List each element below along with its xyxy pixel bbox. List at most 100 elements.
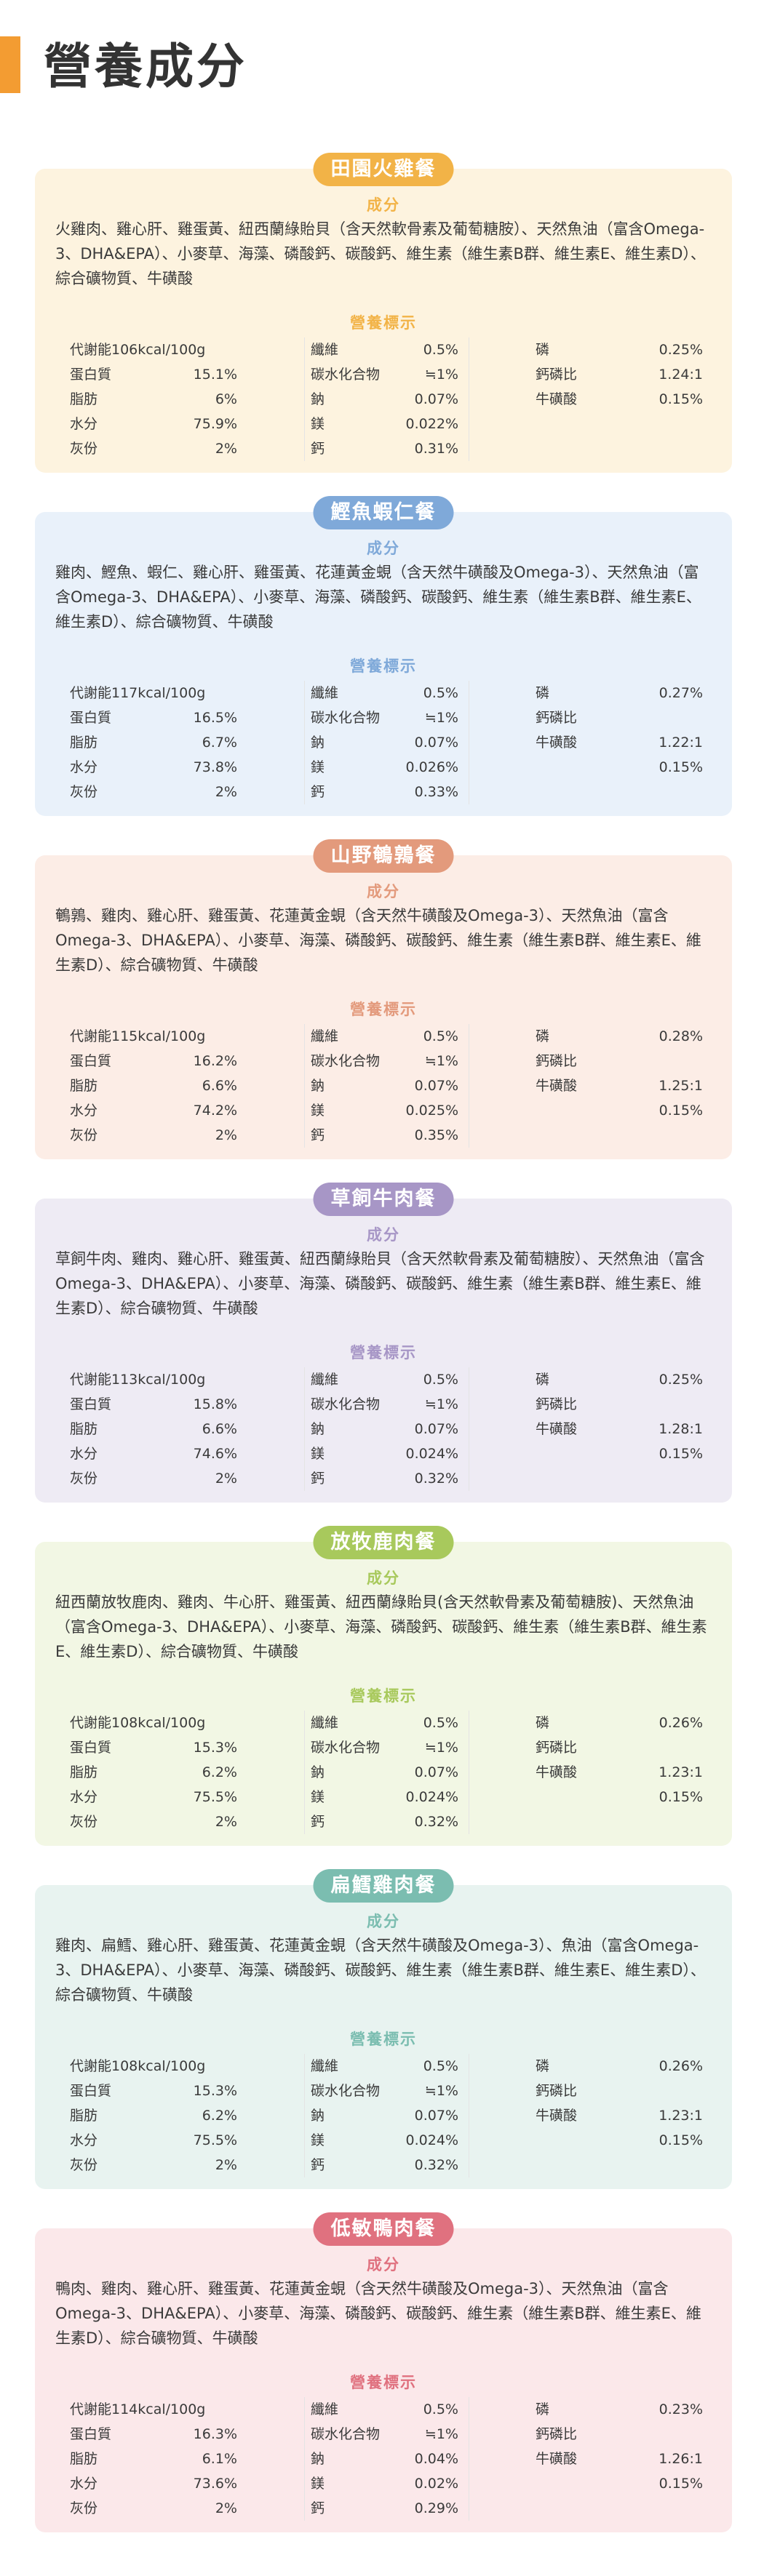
nutrition-row: 碳水化合物 ≒1% [305, 362, 469, 387]
ingredients-text: 雞肉、扁鱈、雞心肝、雞蛋黃、花蓮黃金蜆（含天然牛磺酸及Omega-3）、魚油（富… [55, 1937, 706, 2004]
nutrition-row: 鈣磷比 1.24:1 [536, 362, 703, 387]
nutrient-value: 0.07% [414, 391, 458, 407]
nutrient-value: 0.07% [414, 735, 458, 751]
nutrition-row: 牛磺酸 0.15% [536, 387, 703, 412]
nutrient-value: 0.31% [414, 441, 458, 457]
nutrient-label: 蛋白質 [70, 367, 112, 383]
nutrient-label: 碳水化合物 [311, 1053, 381, 1069]
nutrient-value: 0.15% [658, 1103, 703, 1119]
recipe-card: 鰹魚蝦仁餐 成分 雞肉、鰹魚、蝦仁、雞心肝、雞蛋黃、花蓮黃金蜆（含天然牛磺酸及Ome… [35, 496, 732, 816]
nutrition-row: 纖維 0.5% [305, 1711, 469, 1735]
nutrition-row: 牛磺酸 1.23:1 [536, 2103, 703, 2128]
nutrition-column: 代謝能108kcal/100g 蛋白質 15.3% 脂肪 6.2% 水分 75.5% 灰份 2% [70, 2054, 237, 2177]
nutrition-row: 灰份 2% [70, 2496, 237, 2521]
nutrition-row: 代謝能113kcal/100g [70, 1367, 237, 1392]
nutrient-label: 鈣 [311, 1127, 325, 1143]
nutrient-label: 鎂 [311, 1446, 325, 1462]
nutrient-label: 灰份 [70, 441, 98, 457]
nutrient-value: 16.5% [193, 710, 237, 726]
nutrient-label: 鈉 [311, 2108, 325, 2124]
nutrition-row: 脂肪 6.1% [70, 2447, 237, 2471]
nutrient-label: 牛磺酸 [536, 735, 578, 751]
nutrition-row: 蛋白質 16.5% [70, 705, 237, 730]
nutrient-label: 灰份 [70, 1814, 98, 1830]
nutrition-table: 代謝能108kcal/100g 蛋白質 15.3% 脂肪 6.2% 水分 75.5% 灰份 2%… [70, 1711, 703, 1834]
nutrient-label: 鎂 [311, 2476, 325, 2492]
nutrition-row [536, 2153, 703, 2177]
nutrition-row: 代謝能108kcal/100g [70, 1711, 237, 1735]
nutrient-value: 0.022% [405, 416, 458, 432]
nutrition-row [536, 436, 703, 461]
nutrition-row: 鎂 0.025% [305, 1098, 469, 1123]
nutrition-row: 0.15% [536, 1441, 703, 1466]
nutrition-column: 磷 0.27% 鈣磷比 牛磺酸 1.22:1 0.15% [536, 681, 703, 804]
nutrition-column: 纖維 0.5% 碳水化合物 ≒1% 鈉 0.07% 鎂 0.022% 鈣 0.31% [304, 337, 469, 461]
nutrient-value: ≒1% [424, 367, 458, 383]
nutrient-label: 纖維 [311, 685, 339, 701]
nutrition-row: 0.15% [536, 1098, 703, 1123]
nutrition-row: 蛋白質 15.3% [70, 1735, 237, 1760]
nutrient-label: 水分 [70, 1789, 98, 1805]
nutrition-row: 纖維 0.5% [305, 2054, 469, 2079]
ingredients-heading: 成分 [367, 540, 400, 557]
nutrition-row: 鈣 0.31% [305, 436, 469, 461]
nutrition-column: 代謝能106kcal/100g 蛋白質 15.1% 脂肪 6% 水分 75.9% 灰份 2% [70, 337, 237, 461]
nutrition-row: 鈣 0.32% [305, 1466, 469, 1491]
nutrient-label: 代謝能108kcal/100g [70, 1715, 206, 1731]
nutrition-row: 鈣磷比 [536, 1735, 703, 1760]
nutrition-row: 纖維 0.5% [305, 2397, 469, 2422]
nutrient-label: 蛋白質 [70, 1053, 112, 1069]
nutrition-row: 牛磺酸 1.22:1 [536, 730, 703, 755]
nutrient-value: 0.07% [414, 2108, 458, 2124]
nutrient-value: 0.02% [414, 2476, 458, 2492]
nutrient-value: 1.28:1 [658, 1421, 703, 1437]
nutrient-value: 6.1% [202, 2451, 237, 2467]
nutrient-label: 鈉 [311, 735, 325, 751]
nutrient-value: 2% [215, 784, 237, 800]
nutrition-table: 代謝能117kcal/100g 蛋白質 16.5% 脂肪 6.7% 水分 73.8% 灰份 2%… [70, 681, 703, 804]
nutrition-row: 碳水化合物 ≒1% [305, 2079, 469, 2103]
nutrition-row: 鈉 0.07% [305, 387, 469, 412]
nutrition-row: 磷 0.28% [536, 1024, 703, 1049]
nutrient-value: ≒1% [424, 1053, 458, 1069]
nutrient-label: 鈉 [311, 1421, 325, 1437]
nutrient-label: 碳水化合物 [311, 2426, 381, 2442]
nutrition-row: 鈣 0.33% [305, 780, 469, 804]
nutrient-value: 75.9% [193, 416, 237, 432]
nutrient-label: 碳水化合物 [311, 710, 381, 726]
nutrient-label: 脂肪 [70, 1764, 98, 1780]
nutrient-value: 0.26% [658, 2058, 703, 2074]
nutrition-row: 磷 0.26% [536, 1711, 703, 1735]
nutrition-row: 0.15% [536, 2128, 703, 2153]
nutrition-heading: 營養標示 [350, 2374, 417, 2391]
nutrient-label: 灰份 [70, 1471, 98, 1487]
nutrient-label: 牛磺酸 [536, 2451, 578, 2467]
nutrient-label: 磷 [536, 1372, 550, 1388]
nutrition-row: 脂肪 6.2% [70, 1760, 237, 1785]
nutrient-label: 代謝能117kcal/100g [70, 685, 206, 701]
nutrition-row: 代謝能117kcal/100g [70, 681, 237, 705]
nutrition-heading: 營養標示 [350, 1687, 417, 1705]
nutrient-label: 鈣 [311, 441, 325, 457]
nutrient-label: 鈣磷比 [536, 1396, 578, 1412]
nutrient-value: 2% [215, 2157, 237, 2173]
nutrient-label: 水分 [70, 1103, 98, 1119]
nutrition-table: 代謝能115kcal/100g 蛋白質 16.2% 脂肪 6.6% 水分 74.2% 灰份 2%… [70, 1024, 703, 1148]
nutrient-value: 0.5% [423, 1372, 458, 1388]
nutrition-heading: 營養標示 [350, 657, 417, 675]
nutrient-label: 蛋白質 [70, 1740, 112, 1756]
nutrient-label: 鈣磷比 [536, 2426, 578, 2442]
nutrient-label: 鈉 [311, 1078, 325, 1094]
nutrient-value: ≒1% [424, 1396, 458, 1412]
nutrition-row: 鈣磷比 [536, 705, 703, 730]
nutrition-column: 代謝能114kcal/100g 蛋白質 16.3% 脂肪 6.1% 水分 73.6% 灰份 2% [70, 2397, 237, 2521]
nutrition-row: 纖維 0.5% [305, 337, 469, 362]
nutrient-value: 0.15% [658, 1789, 703, 1805]
nutrition-row: 蛋白質 15.1% [70, 362, 237, 387]
nutrition-row: 磷 0.26% [536, 2054, 703, 2079]
nutrient-value: 2% [215, 2500, 237, 2516]
nutrient-value: 0.04% [414, 2451, 458, 2467]
nutrient-label: 水分 [70, 1446, 98, 1462]
nutrient-value: 75.5% [193, 2132, 237, 2148]
nutrient-value: 73.8% [193, 759, 237, 775]
